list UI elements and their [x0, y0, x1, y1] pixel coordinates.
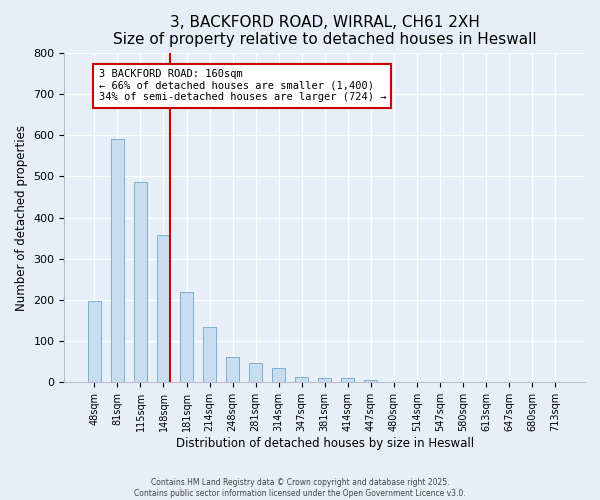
Title: 3, BACKFORD ROAD, WIRRAL, CH61 2XH
Size of property relative to detached houses : 3, BACKFORD ROAD, WIRRAL, CH61 2XH Size …: [113, 15, 536, 48]
Bar: [295, 376, 308, 382]
Bar: [111, 140, 124, 382]
Bar: [249, 363, 262, 382]
Bar: [272, 368, 285, 382]
Bar: [203, 326, 216, 382]
Bar: [88, 301, 101, 382]
Text: Contains HM Land Registry data © Crown copyright and database right 2025.
Contai: Contains HM Land Registry data © Crown c…: [134, 478, 466, 498]
Text: 3 BACKFORD ROAD: 160sqm
← 66% of detached houses are smaller (1,400)
34% of semi: 3 BACKFORD ROAD: 160sqm ← 66% of detache…: [98, 69, 386, 102]
X-axis label: Distribution of detached houses by size in Heswall: Distribution of detached houses by size …: [176, 437, 474, 450]
Bar: [364, 380, 377, 382]
Bar: [319, 378, 331, 382]
Y-axis label: Number of detached properties: Number of detached properties: [15, 124, 28, 310]
Bar: [134, 182, 147, 382]
Bar: [157, 235, 170, 382]
Bar: [341, 378, 354, 382]
Bar: [226, 357, 239, 382]
Bar: [180, 292, 193, 382]
